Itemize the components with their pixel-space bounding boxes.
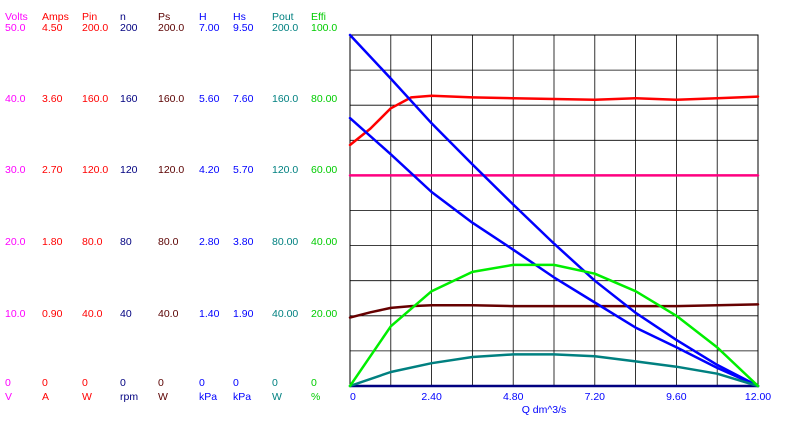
axis-tick-hs: 7.60 [233,93,254,105]
x-tick-label: 0 [350,391,356,403]
axis-unit-ps: W [158,391,168,403]
axis-tick-effi: 0 [311,377,317,389]
axis-unit-h: kPa [199,391,217,403]
axis-tick-h: 4.20 [199,164,220,176]
axis-tick-pin: 200.0 [82,22,108,34]
axis-tick-volts: 0 [5,377,11,389]
axis-tick-volts: 50.0 [5,22,26,34]
series-line-pout [348,353,760,388]
axis-tick-n: 40 [120,308,132,320]
axis-tick-pout: 200.0 [272,22,298,34]
axis-tick-h: 2.80 [199,236,220,248]
series-line-hs [348,116,760,388]
axis-tick-ps: 160.0 [158,93,184,105]
axis-tick-n: 0 [120,377,126,389]
axis-tick-effi: 100.0 [311,22,337,34]
axis-tick-n: 80 [120,236,132,248]
axis-column-pin: Pin 0 40.0 80.0 120.0 160.0 200.0 W [82,11,108,403]
axis-name-volts: Volts [5,11,28,23]
axis-unit-hs: kPa [233,391,251,403]
axis-tick-amps: 2.70 [42,164,63,176]
axis-tick-pout: 80.00 [272,236,298,248]
axis-name-h: H [199,11,207,23]
axis-unit-pin: W [82,391,92,403]
axis-unit-amps: A [42,391,49,403]
axis-column-ps: Ps 0 40.0 80.0 120.0 160.0 200.0 W [158,11,184,403]
axis-tick-ps: 80.0 [158,236,179,248]
axis-column-h: H 0 1.40 2.80 4.20 5.60 7.00 kPa [199,11,220,403]
axis-name-effi: Effi [311,11,326,23]
axis-tick-amps: 0 [42,377,48,389]
series-line-amps [348,94,760,147]
axis-tick-volts: 10.0 [5,308,26,320]
axis-unit-volts: V [5,391,12,403]
axis-tick-pin: 0 [82,377,88,389]
axis-tick-pout: 160.0 [272,93,298,105]
axis-tick-n: 200 [120,22,138,34]
axis-tick-h: 0 [199,377,205,389]
axis-tick-amps: 1.80 [42,236,63,248]
axis-tick-h: 5.60 [199,93,220,105]
axis-tick-amps: 4.50 [42,22,63,34]
axis-unit-effi: % [311,391,320,403]
axis-column-amps: Amps 0 0.90 1.80 2.70 3.60 4.50 A [42,11,69,403]
axis-tick-hs: 0 [233,377,239,389]
axis-tick-ps: 0 [158,377,164,389]
axis-tick-pout: 40.00 [272,308,298,320]
axis-name-hs: Hs [233,11,246,23]
axis-column-effi: Effi 0 20.00 40.00 60.00 80.00 100.0% [311,11,337,403]
axis-tick-h: 1.40 [199,308,220,320]
x-tick-label: 9.60 [666,391,687,403]
axis-column-n: n 0 40 80 120 160 200 rpm [120,11,138,403]
axis-tick-volts: 20.0 [5,236,26,248]
axis-tick-effi: 80.00 [311,93,337,105]
axis-tick-ps: 40.0 [158,308,179,320]
x-tick-label: 7.20 [585,391,606,403]
axis-tick-hs: 1.90 [233,308,254,320]
series-line-ps [348,303,760,319]
axis-tick-pout: 120.0 [272,164,298,176]
axis-tick-n: 160 [120,93,138,105]
x-tick-label: 2.40 [421,391,442,403]
axis-column-pout: Pout 0 40.00 80.00 120.0 160.0 200.0 W [272,11,298,403]
axis-tick-hs: 5.70 [233,164,254,176]
axis-tick-pin: 80.0 [82,236,103,248]
axis-name-amps: Amps [42,11,69,23]
axis-tick-volts: 40.0 [5,93,26,105]
axis-name-n: n [120,11,126,23]
plot-area [349,34,759,387]
axis-tick-volts: 30.0 [5,164,26,176]
axis-tick-hs: 3.80 [233,236,254,248]
series-line-h [348,33,760,388]
axis-name-ps: Ps [158,11,170,23]
axis-tick-n: 120 [120,164,138,176]
axis-tick-pin: 120.0 [82,164,108,176]
x-axis-title: Q dm^3/s [522,404,567,416]
axis-tick-effi: 40.00 [311,236,337,248]
series-line-effi [348,263,760,388]
axis-unit-n: rpm [120,391,138,403]
axis-tick-ps: 120.0 [158,164,184,176]
axis-tick-hs: 9.50 [233,22,254,34]
axis-scale-panel: Volts 0 10.0 20.0 30.0 40.0 50.0 V Amps 0 0.90 1.80… [5,11,337,403]
axis-tick-amps: 3.60 [42,93,63,105]
axis-tick-effi: 20.00 [311,308,337,320]
axis-unit-pout: W [272,391,282,403]
axis-tick-pin: 40.0 [82,308,103,320]
axis-name-pin: Pin [82,11,97,23]
axis-tick-pout: 0 [272,377,278,389]
axis-column-volts: Volts 0 10.0 20.0 30.0 40.0 50.0 V [5,11,28,403]
x-axis: 0 2.40 4.80 7.20 9.60 12.00 Q dm^3/s [350,391,771,416]
axis-tick-h: 7.00 [199,22,220,34]
x-tick-label: 4.80 [503,391,524,403]
axis-column-hs: Hs 0 1.90 3.80 5.70 7.60 9.50 kPa [233,11,254,403]
axis-name-pout: Pout [272,11,294,23]
axis-tick-effi: 60.00 [311,164,337,176]
x-tick-label: 12.00 [745,391,771,403]
series-layer [348,33,760,388]
axis-tick-ps: 200.0 [158,22,184,34]
axis-tick-amps: 0.90 [42,308,63,320]
axis-tick-pin: 160.0 [82,93,108,105]
